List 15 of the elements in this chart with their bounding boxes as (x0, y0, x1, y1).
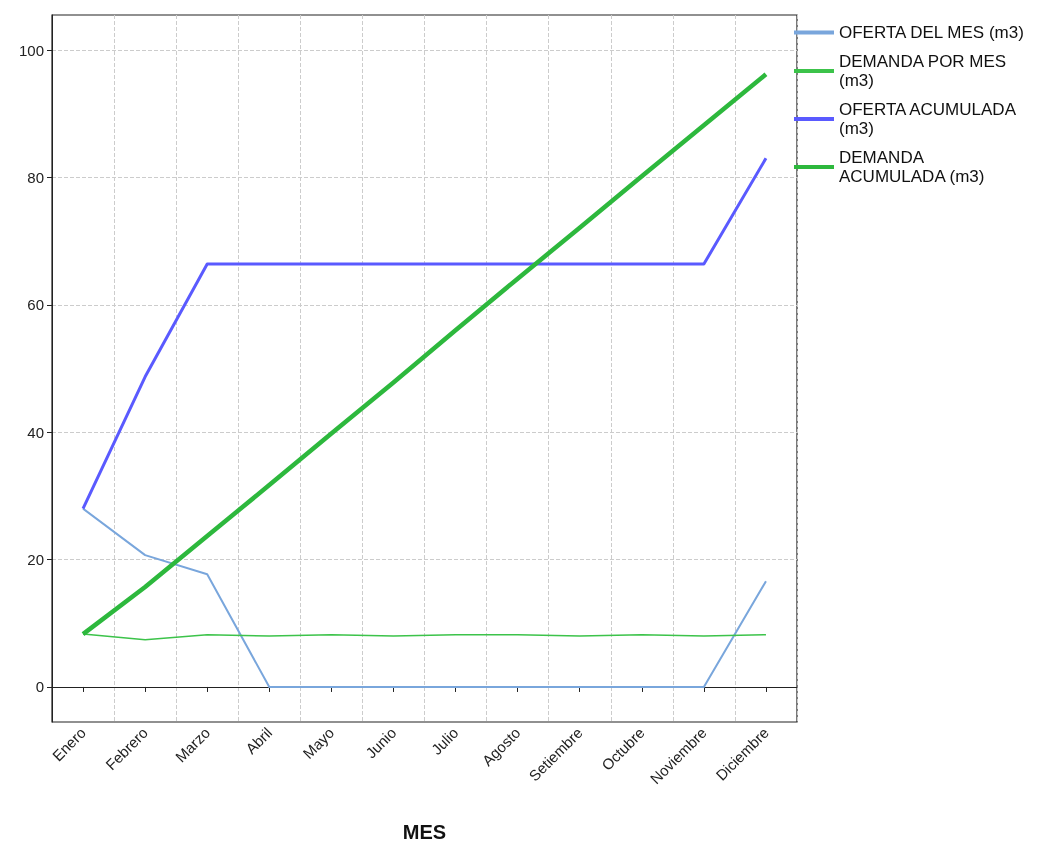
y-tick-label: 20 (27, 551, 44, 569)
line-series (80, 71, 769, 637)
y-tick-label: 40 (27, 423, 44, 441)
legend-label: OFERTA ACUMULADA (m3) (839, 100, 1020, 138)
legend-label: DEMANDA ACUMULADA (m3) (839, 148, 985, 186)
legend-label: DEMANDA POR MES (m3) (839, 52, 1011, 90)
x-tick-label: Julio (427, 723, 462, 758)
y-tick-label: 60 (27, 296, 44, 314)
line-series (82, 507, 767, 688)
y-tick-label: 0 (35, 678, 44, 696)
legend-label: OFERTA DEL MES (m3) (839, 23, 1024, 42)
x-axis-title: MES (402, 821, 447, 843)
y-tick-label: 100 (18, 41, 44, 59)
y-tick-label: 80 (27, 168, 44, 186)
line-series (81, 156, 768, 511)
